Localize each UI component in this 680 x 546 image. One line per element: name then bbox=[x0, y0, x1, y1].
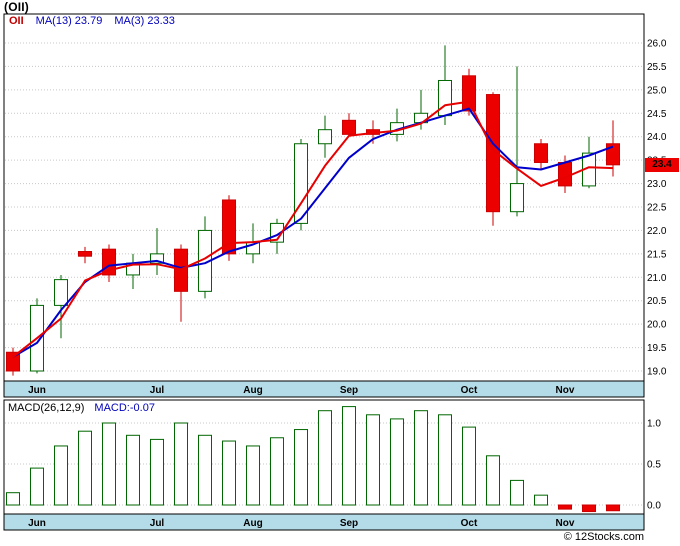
month-label: Aug bbox=[243, 518, 262, 529]
macd-bar-negative bbox=[606, 504, 620, 512]
price-tick-label: 19.5 bbox=[647, 343, 667, 354]
macd-bar-positive bbox=[198, 434, 212, 506]
legend-symbol: OII bbox=[9, 15, 24, 27]
candle-down bbox=[462, 75, 476, 112]
macd-bar-positive bbox=[270, 437, 284, 506]
macd-bar-positive bbox=[342, 406, 356, 506]
macd-bar-positive bbox=[246, 445, 260, 506]
macd-tick-label: 1.0 bbox=[647, 419, 661, 430]
macd-bar-positive bbox=[366, 414, 380, 506]
macd-bar-positive bbox=[126, 434, 140, 506]
candle-up bbox=[294, 143, 308, 224]
candle-down bbox=[222, 199, 236, 255]
macd-tick-label: 0.5 bbox=[647, 460, 661, 471]
month-label: Oct bbox=[461, 385, 478, 396]
macd-bar-positive bbox=[54, 445, 68, 506]
price-tick-label: 22.5 bbox=[647, 202, 667, 213]
price-tick-label: 26.0 bbox=[647, 39, 667, 50]
macd-bar-positive bbox=[222, 440, 236, 506]
macd-bar-negative bbox=[558, 504, 572, 510]
watermark-credit: © 12Stocks.com bbox=[563, 531, 644, 543]
macd-panel-frame bbox=[3, 399, 645, 531]
month-label: Sep bbox=[340, 518, 358, 529]
price-tick-label: 24.0 bbox=[647, 132, 667, 143]
price-tick-label: 24.5 bbox=[647, 109, 667, 120]
price-tick-label: 21.0 bbox=[647, 273, 667, 284]
candle-down bbox=[78, 251, 92, 257]
macd-bar-positive bbox=[534, 494, 548, 506]
month-label: Nov bbox=[556, 385, 575, 396]
macd-histogram bbox=[6, 406, 620, 513]
candle-up bbox=[270, 222, 284, 243]
legend-ma13: MA(13) 23.79 bbox=[35, 15, 103, 27]
price-grid: 26.025.525.024.524.023.523.022.522.021.5… bbox=[5, 39, 667, 377]
price-panel-frame bbox=[3, 13, 645, 398]
candle-up bbox=[438, 79, 452, 117]
macd-params-label: MACD(26,12,9) bbox=[8, 402, 85, 414]
candle-down bbox=[534, 143, 548, 163]
candle-up bbox=[510, 183, 524, 213]
price-tick-label: 20.5 bbox=[647, 296, 667, 307]
price-tick-label: 25.5 bbox=[647, 62, 667, 73]
price-tick-label: 19.0 bbox=[647, 366, 667, 377]
month-label: Nov bbox=[556, 518, 575, 529]
legend-ma3: MA(3) 23.33 bbox=[114, 15, 175, 27]
macd-xaxis-band bbox=[3, 513, 645, 531]
price-tick-label: 20.0 bbox=[647, 320, 667, 331]
month-label: Jun bbox=[28, 385, 46, 396]
month-label: Sep bbox=[340, 385, 358, 396]
macd-bar-positive bbox=[6, 492, 20, 506]
price-tick-label: 23.0 bbox=[647, 179, 667, 190]
candlesticks bbox=[6, 45, 620, 376]
macd-bar-positive bbox=[510, 479, 524, 506]
month-label: Jul bbox=[150, 385, 165, 396]
macd-bar-positive bbox=[438, 414, 452, 506]
candle-down bbox=[606, 143, 620, 166]
candle-down bbox=[342, 119, 356, 135]
month-label: Aug bbox=[243, 385, 262, 396]
macd-bar-positive bbox=[174, 422, 188, 506]
macd-bar-positive bbox=[78, 430, 92, 506]
macd-bar-positive bbox=[462, 426, 476, 506]
macd-bar-positive bbox=[30, 467, 44, 506]
month-label: Oct bbox=[461, 518, 478, 529]
month-label: Jul bbox=[150, 518, 165, 529]
macd-bar-positive bbox=[294, 429, 308, 506]
ma3-line bbox=[12, 100, 614, 358]
price-tick-label: 21.5 bbox=[647, 249, 667, 260]
price-tick-label: 25.0 bbox=[647, 85, 667, 96]
symbol-title: (OII) bbox=[4, 0, 29, 14]
macd-bar-positive bbox=[102, 422, 116, 506]
macd-bar-positive bbox=[150, 438, 164, 506]
candle-down bbox=[486, 94, 500, 213]
month-label: Jun bbox=[28, 518, 46, 529]
macd-current-value: MACD:-0.07 bbox=[94, 402, 155, 414]
macd-bar-positive bbox=[486, 455, 500, 506]
macd-bar-positive bbox=[390, 418, 404, 506]
candle-up bbox=[318, 129, 332, 145]
chart-legend: OII MA(13) 23.79 MA(3) 23.33 bbox=[9, 15, 175, 27]
candle-down bbox=[6, 351, 20, 372]
macd-bar-positive bbox=[414, 410, 428, 506]
price-xaxis-band bbox=[3, 380, 645, 398]
price-tick-label: 22.0 bbox=[647, 226, 667, 237]
macd-bar-negative bbox=[582, 504, 596, 513]
macd-legend: MACD(26,12,9) MACD:-0.07 bbox=[8, 402, 155, 414]
candle-up bbox=[54, 279, 68, 306]
candle-down bbox=[558, 161, 572, 187]
current-price-tag: 23.4 bbox=[645, 158, 679, 172]
ma13-line bbox=[12, 107, 614, 358]
macd-tick-label: 0.0 bbox=[647, 501, 661, 512]
macd-bar-positive bbox=[318, 410, 332, 506]
